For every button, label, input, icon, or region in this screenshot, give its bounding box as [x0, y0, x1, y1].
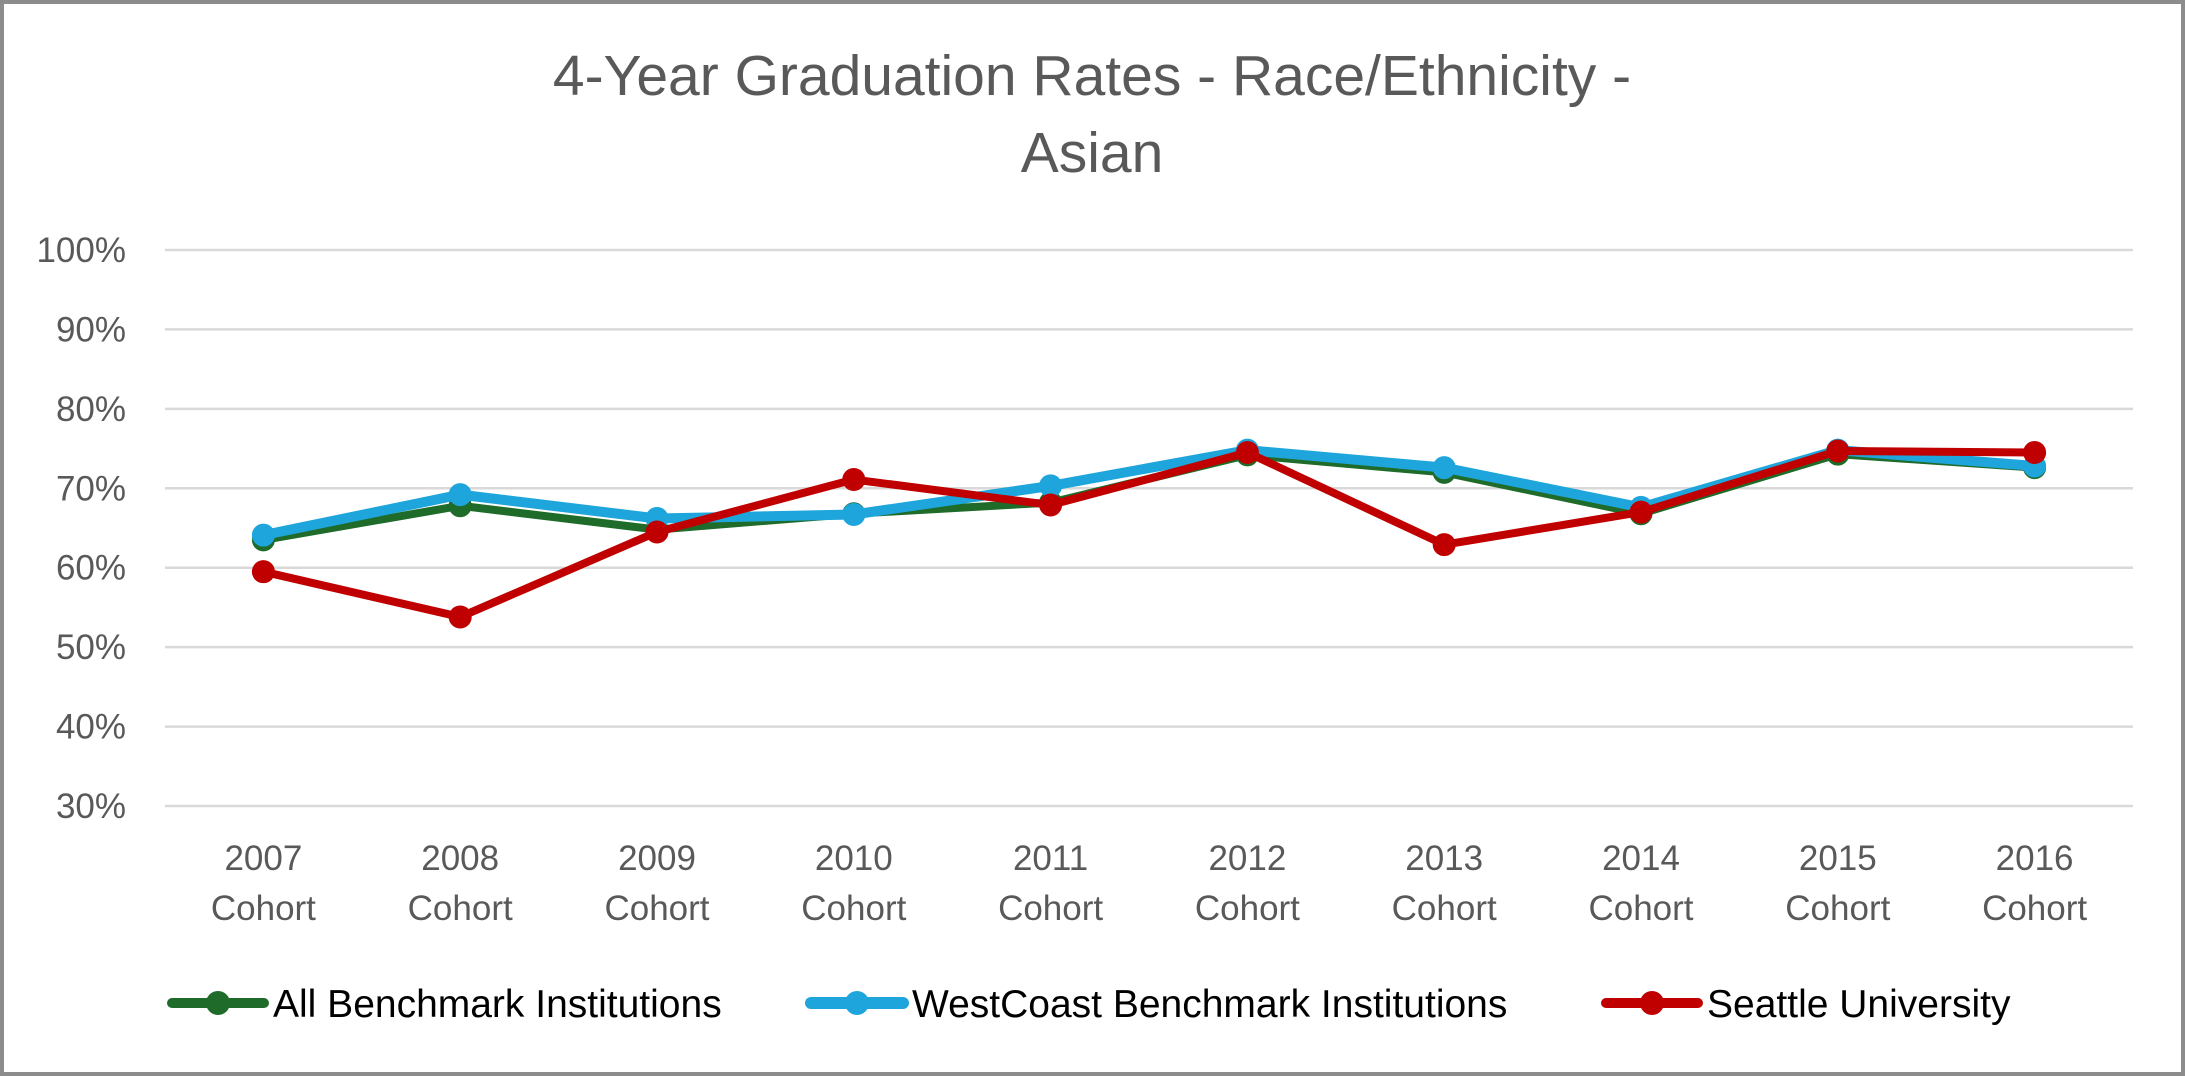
x-tick-label-year: 2013	[1405, 839, 1483, 878]
x-tick-label-cohort: Cohort	[1195, 889, 1300, 928]
data-point	[842, 468, 866, 492]
x-tick-label-year: 2012	[1208, 839, 1286, 878]
data-point	[645, 520, 669, 544]
data-point	[1039, 493, 1063, 517]
x-tick-label-year: 2014	[1602, 839, 1680, 878]
data-point	[448, 605, 472, 629]
data-point	[1235, 441, 1259, 465]
data-point	[842, 502, 866, 526]
data-point	[1826, 439, 1850, 463]
x-tick-label-cohort: Cohort	[998, 889, 1103, 928]
data-point	[251, 560, 275, 584]
series-westcoast-benchmark-institutions	[251, 438, 2047, 547]
series-line	[258, 445, 2040, 541]
series-seattle-university	[251, 439, 2047, 629]
legend: All Benchmark Institutions WestCoast Benc…	[167, 983, 2011, 1026]
chart-title: 4-Year Graduation Rates - Race/Ethnicity…	[553, 44, 1631, 185]
x-tick-label-year: 2010	[815, 839, 893, 878]
data-point	[1432, 456, 1456, 480]
legend-item: WestCoast Benchmark Institutions	[805, 983, 1507, 1026]
x-tick-label-cohort: Cohort	[1588, 889, 1693, 928]
data-point	[1432, 533, 1456, 557]
x-tick-label-year: 2016	[1996, 839, 2074, 878]
x-tick-label-cohort: Cohort	[604, 889, 709, 928]
y-tick-label: 70%	[56, 469, 126, 508]
chart-title-line-1: 4-Year Graduation Rates - Race/Ethnicity…	[553, 44, 1631, 108]
y-tick-label: 80%	[56, 390, 126, 429]
legend-swatch-marker	[206, 991, 230, 1015]
x-tick-label-year: 2015	[1799, 839, 1877, 878]
x-tick-label-year: 2007	[224, 839, 302, 878]
y-tick-label: 100%	[36, 231, 126, 270]
y-tick-label: 30%	[56, 787, 126, 826]
x-tick-label-cohort: Cohort	[211, 889, 316, 928]
y-tick-label: 40%	[56, 708, 126, 747]
legend-swatch-marker	[1640, 991, 1664, 1015]
x-tick-label-cohort: Cohort	[408, 889, 513, 928]
x-tick-label-year: 2011	[1013, 839, 1088, 878]
x-tick-label-cohort: Cohort	[1392, 889, 1497, 928]
legend-label: Seattle University	[1707, 983, 2011, 1026]
y-tick-label: 50%	[56, 628, 126, 667]
y-tick-label: 90%	[56, 310, 126, 349]
y-axis-tick-labels: 30% 40% 50% 60% 70% 80% 90% 100%	[36, 231, 126, 826]
x-tick-label-cohort: Cohort	[801, 889, 906, 928]
gridlines	[165, 248, 2133, 808]
x-tick-label-year: 2008	[421, 839, 499, 878]
legend-swatch-marker	[845, 991, 869, 1015]
legend-item: All Benchmark Institutions	[167, 983, 722, 1026]
chart-title-line-2: Asian	[1021, 121, 1164, 185]
data-point	[448, 483, 472, 507]
legend-item: Seattle University	[1601, 983, 2011, 1026]
x-tick-label-cohort: Cohort	[1785, 889, 1890, 928]
series-line	[259, 446, 2039, 621]
y-tick-label: 60%	[56, 549, 126, 588]
data-series	[251, 438, 2047, 629]
x-tick-label-cohort: Cohort	[1982, 889, 2087, 928]
data-point	[2023, 441, 2047, 465]
legend-label: All Benchmark Institutions	[273, 983, 722, 1026]
data-point	[251, 523, 275, 547]
data-point	[1629, 500, 1653, 524]
legend-label: WestCoast Benchmark Institutions	[912, 983, 1507, 1026]
x-axis-tick-labels: 2007 Cohort 2008 Cohort 2009 Cohort 2010 Cohort…	[211, 839, 2088, 928]
x-tick-label-year: 2009	[618, 839, 696, 878]
